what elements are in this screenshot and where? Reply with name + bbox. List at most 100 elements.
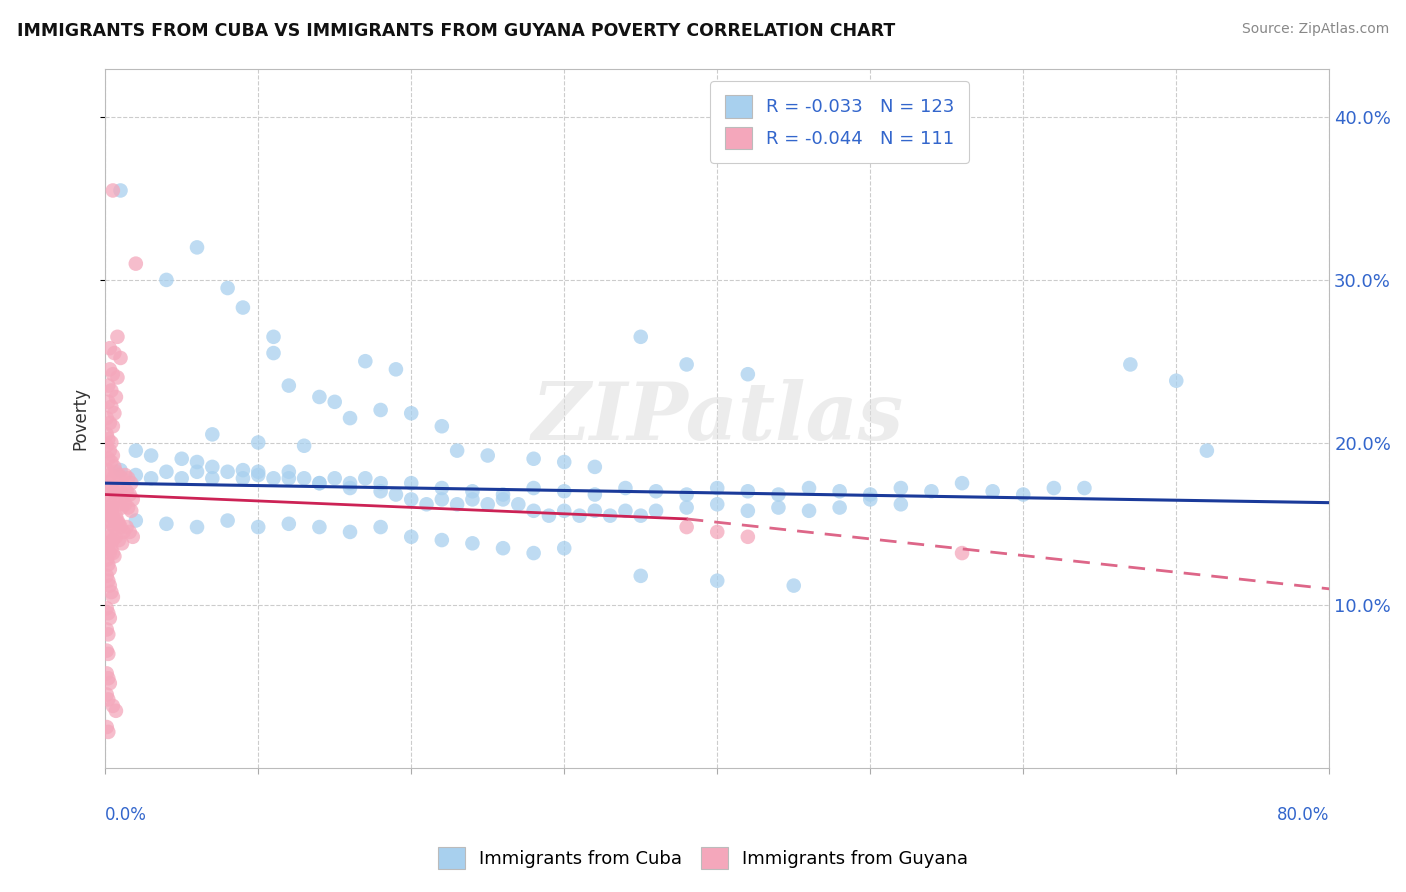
Point: [247, 468, 270, 483]
Point: [706, 497, 728, 511]
Point: [98, 611, 121, 625]
Point: [370, 520, 392, 534]
Point: [104, 492, 127, 507]
Point: [768, 500, 790, 515]
Point: [103, 514, 125, 528]
Point: [461, 536, 484, 550]
Point: [1119, 358, 1142, 372]
Point: [96, 720, 118, 734]
Point: [155, 465, 177, 479]
Point: [125, 468, 148, 483]
Point: [104, 465, 127, 479]
Point: [98, 443, 121, 458]
Point: [98, 562, 121, 576]
Point: [706, 481, 728, 495]
Point: [96, 688, 118, 702]
Point: [101, 449, 124, 463]
Point: [277, 378, 299, 392]
Point: [96, 500, 118, 515]
Point: [107, 481, 129, 495]
Point: [112, 524, 135, 539]
Point: [107, 370, 129, 384]
Point: [583, 459, 606, 474]
Point: [108, 516, 131, 531]
Point: [107, 514, 129, 528]
Point: [339, 411, 361, 425]
Point: [120, 476, 142, 491]
Y-axis label: Poverty: Poverty: [72, 386, 89, 450]
Point: [232, 301, 254, 315]
Point: [110, 184, 132, 198]
Point: [737, 504, 759, 518]
Point: [201, 459, 224, 474]
Point: [101, 508, 124, 523]
Point: [125, 257, 148, 271]
Point: [100, 585, 122, 599]
Point: [385, 487, 408, 501]
Point: [107, 330, 129, 344]
Point: [186, 455, 208, 469]
Point: [97, 692, 120, 706]
Point: [292, 471, 315, 485]
Point: [890, 497, 912, 511]
Point: [98, 362, 121, 376]
Point: [339, 524, 361, 539]
Point: [114, 468, 136, 483]
Point: [645, 504, 668, 518]
Point: [98, 468, 121, 483]
Point: [108, 533, 131, 547]
Point: [97, 627, 120, 641]
Point: [890, 481, 912, 495]
Point: [97, 606, 120, 620]
Point: [111, 471, 134, 485]
Point: [492, 541, 515, 556]
Point: [101, 368, 124, 382]
Point: [186, 465, 208, 479]
Point: [370, 403, 392, 417]
Point: [103, 346, 125, 360]
Point: [97, 574, 120, 588]
Point: [107, 516, 129, 531]
Point: [97, 451, 120, 466]
Point: [523, 504, 546, 518]
Point: [399, 530, 422, 544]
Point: [97, 514, 120, 528]
Point: [96, 487, 118, 501]
Point: [118, 487, 141, 501]
Point: [614, 481, 637, 495]
Point: [96, 536, 118, 550]
Point: [415, 497, 437, 511]
Point: [981, 484, 1004, 499]
Point: [217, 514, 239, 528]
Point: [97, 541, 120, 556]
Point: [323, 395, 346, 409]
Point: [568, 508, 591, 523]
Point: [103, 520, 125, 534]
Point: [125, 514, 148, 528]
Point: [859, 487, 882, 501]
Point: [675, 358, 697, 372]
Point: [430, 533, 453, 547]
Point: [508, 497, 530, 511]
Point: [706, 524, 728, 539]
Point: [232, 463, 254, 477]
Point: [103, 406, 125, 420]
Point: [97, 395, 120, 409]
Point: [828, 484, 851, 499]
Point: [675, 500, 697, 515]
Point: [553, 504, 575, 518]
Point: [263, 471, 285, 485]
Point: [217, 281, 239, 295]
Point: [101, 419, 124, 434]
Point: [186, 240, 208, 254]
Point: [98, 341, 121, 355]
Point: [583, 487, 606, 501]
Point: [108, 497, 131, 511]
Point: [446, 497, 468, 511]
Text: IMMIGRANTS FROM CUBA VS IMMIGRANTS FROM GUYANA POVERTY CORRELATION CHART: IMMIGRANTS FROM CUBA VS IMMIGRANTS FROM …: [17, 22, 896, 40]
Point: [117, 500, 139, 515]
Point: [430, 419, 453, 434]
Point: [100, 516, 122, 531]
Legend: Immigrants from Cuba, Immigrants from Guyana: Immigrants from Cuba, Immigrants from Gu…: [429, 838, 977, 879]
Point: [783, 578, 806, 592]
